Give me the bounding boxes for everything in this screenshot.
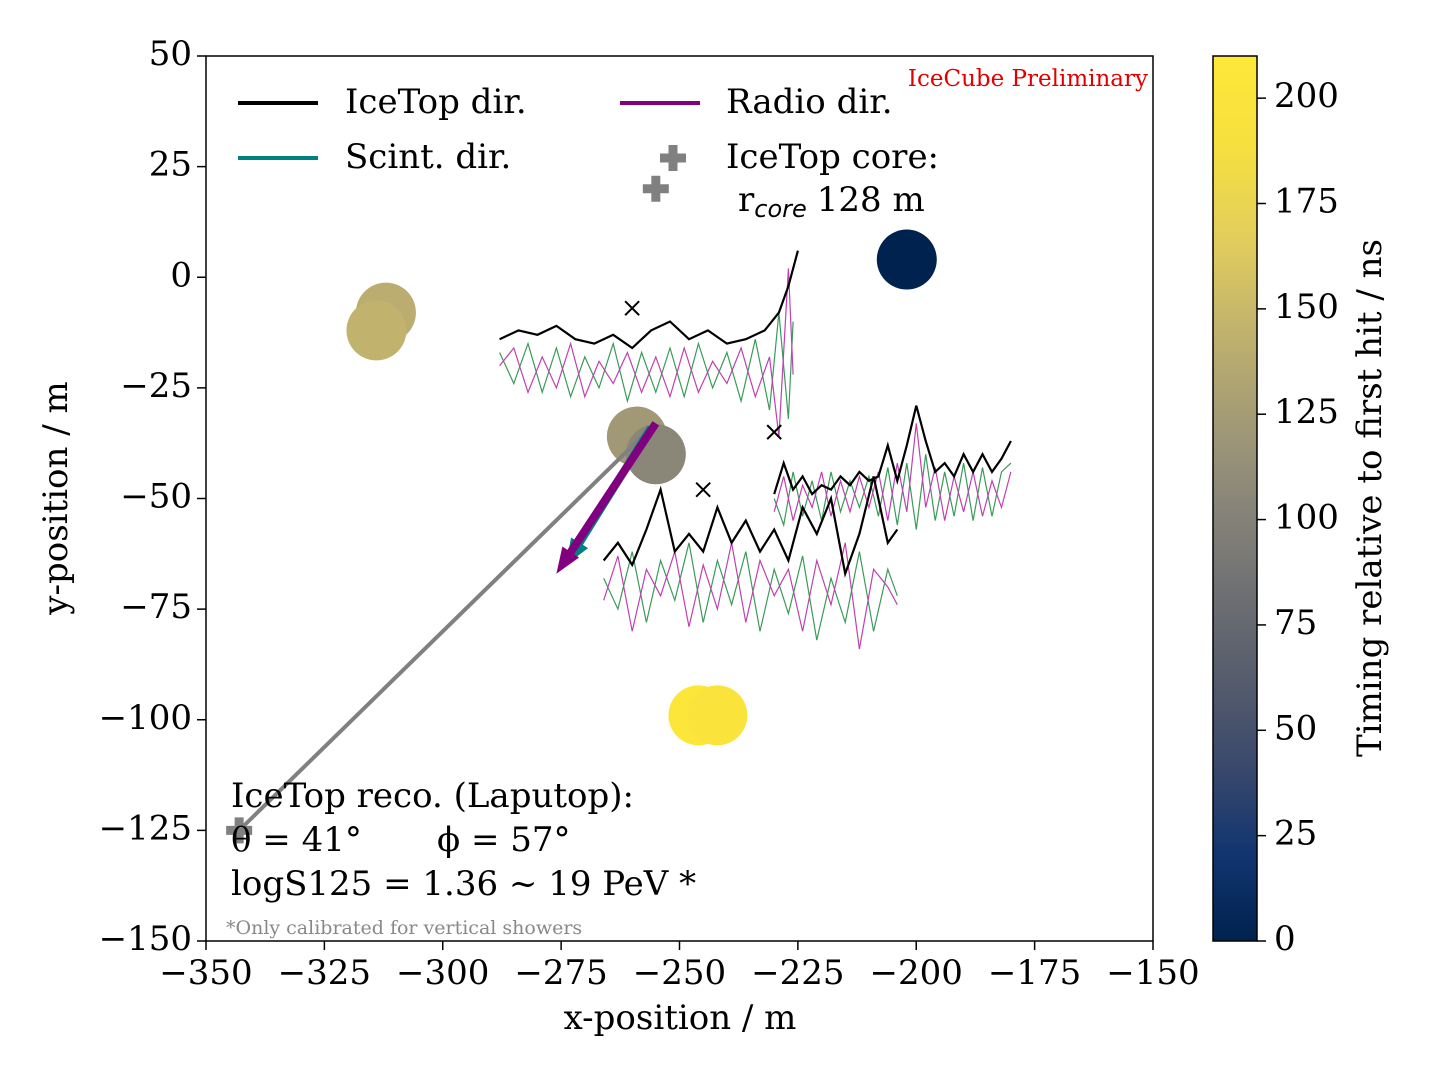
y-tick-label: 0 (170, 255, 192, 295)
station (346, 300, 407, 361)
legend-core-value: 128 m (817, 180, 925, 220)
colorbar-tick-label: 25 (1274, 814, 1317, 854)
colorbar-tick-label: 100 (1274, 498, 1339, 538)
y-tick-label: −75 (120, 587, 192, 627)
legend-label: rcore 128 m (738, 180, 925, 223)
x-tick-label: −275 (514, 953, 607, 993)
reco-theta: θ = 41° (231, 820, 362, 860)
x-tick-label: −350 (159, 953, 252, 993)
legend-label: Scint. dir. (345, 137, 511, 177)
x-tick-label: −175 (988, 953, 1081, 993)
colorbar-tick-label: 50 (1274, 708, 1317, 748)
y-tick-label: −125 (99, 808, 192, 848)
shower-axis (237, 426, 653, 832)
station (687, 685, 748, 746)
direction-arrow (556, 421, 660, 574)
colorbar (1212, 55, 1258, 942)
legend-core-sub: core (754, 195, 807, 223)
colorbar-label: Timing relative to first hit / ns (1350, 239, 1390, 757)
y-axis-label: y-position / m (36, 381, 76, 615)
colorbar-tick-label: 175 (1274, 182, 1339, 222)
waveform (602, 476, 899, 578)
legend-label: IceTop core: (726, 137, 939, 177)
waveform (499, 312, 794, 419)
legend-core-r: r (738, 180, 755, 220)
waveform (499, 268, 794, 437)
y-tick-label: 50 (149, 34, 192, 74)
preliminary-label: IceCube Preliminary (908, 66, 1148, 92)
x-tick-label: −300 (396, 953, 489, 993)
core-marker (642, 175, 669, 202)
waveform (773, 454, 1012, 530)
waveform (773, 405, 1012, 496)
y-tick-label: 25 (149, 145, 192, 185)
x-tick-label: −225 (751, 953, 844, 993)
legend-label: IceTop dir. (345, 82, 527, 122)
reco-phi: ϕ = 57° (437, 820, 571, 860)
x-tick-label: −325 (278, 953, 371, 993)
colorbar-tick-label: 75 (1274, 603, 1317, 643)
footnote: *Only calibrated for vertical showers (226, 917, 582, 939)
colorbar-tick-label: 0 (1274, 919, 1296, 959)
waveform (773, 423, 1012, 521)
station (876, 229, 937, 290)
colorbar-tick-label: 200 (1274, 76, 1339, 116)
colorbar-tick-label: 125 (1274, 392, 1339, 432)
colorbar-tick-label: 150 (1274, 287, 1339, 327)
legend-core-marker (660, 145, 686, 171)
waveform (603, 542, 898, 650)
legend-label: Radio dir. (726, 82, 893, 122)
y-tick-label: −50 (120, 477, 192, 517)
antenna (695, 481, 711, 498)
x-axis-label: x-position / m (564, 998, 797, 1038)
x-tick-label: −200 (870, 953, 963, 993)
antenna (766, 424, 782, 440)
x-tick-label: −250 (633, 953, 726, 993)
waveform (499, 250, 799, 350)
y-tick-label: −150 (99, 919, 192, 959)
core-marker (226, 817, 253, 844)
y-tick-label: −25 (120, 366, 192, 406)
x-tick-label: −150 (1106, 953, 1199, 993)
antenna (624, 300, 640, 316)
reco-title: IceTop reco. (Laputop): (231, 776, 634, 816)
reco-energy: logS125 = 1.36 ~ 19 PeV * (231, 864, 696, 904)
y-tick-label: −100 (99, 698, 192, 738)
waveform (603, 542, 898, 641)
